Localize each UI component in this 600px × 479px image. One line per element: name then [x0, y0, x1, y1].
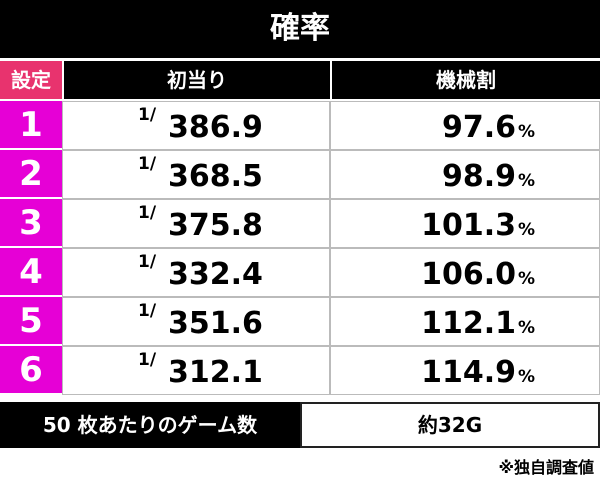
- setting-cell: 3: [0, 199, 62, 248]
- setting-cell: 2: [0, 150, 62, 199]
- payout-unit: %: [518, 171, 536, 191]
- hit-cell: [62, 346, 330, 395]
- header-cell: 設定: [0, 61, 62, 99]
- hit-cell: [62, 150, 330, 199]
- payout-value: 98.9: [441, 159, 516, 194]
- setting-cell: 6: [0, 346, 62, 395]
- hit-cell: [62, 297, 330, 346]
- setting-cell: 4: [0, 248, 62, 297]
- hit-cell: [62, 248, 330, 297]
- payout-unit: %: [518, 220, 536, 240]
- hit-value: 312.1: [168, 355, 263, 390]
- hit-value: 368.5: [168, 159, 263, 194]
- hit-cell: [62, 101, 330, 150]
- payout-unit: %: [518, 367, 536, 387]
- payout-cell: [330, 150, 600, 199]
- hit-value: 386.9: [168, 110, 263, 145]
- hit-fraction: 1/: [138, 252, 157, 272]
- footer-value: 約32G: [300, 402, 600, 448]
- header-cell: 機械割: [332, 61, 600, 99]
- payout-value: 106.0: [421, 257, 516, 292]
- payout-value: 114.9: [421, 355, 516, 390]
- payout-value: 101.3: [421, 208, 516, 243]
- hit-fraction: 1/: [138, 105, 157, 125]
- hit-value: 351.6: [168, 306, 263, 341]
- hit-cell: [62, 199, 330, 248]
- payout-unit: %: [518, 318, 536, 338]
- hit-value: 375.8: [168, 208, 263, 243]
- payout-unit: %: [518, 269, 536, 289]
- payout-cell: [330, 248, 600, 297]
- payout-value: 112.1: [421, 306, 516, 341]
- header-cell: 初当り: [64, 61, 330, 99]
- hit-fraction: 1/: [138, 203, 157, 223]
- payout-value: 97.6: [441, 110, 516, 145]
- title: 確率: [0, 0, 600, 58]
- note: ※独自調査値: [498, 458, 594, 477]
- hit-value: 332.4: [168, 257, 263, 292]
- payout-unit: %: [518, 122, 536, 142]
- payout-cell: [330, 101, 600, 150]
- hit-fraction: 1/: [138, 350, 157, 370]
- hit-fraction: 1/: [138, 154, 157, 174]
- payout-cell: [330, 346, 600, 395]
- footer-label: 50 枚あたりのゲーム数: [0, 402, 300, 448]
- payout-cell: [330, 199, 600, 248]
- setting-cell: 5: [0, 297, 62, 346]
- payout-cell: [330, 297, 600, 346]
- setting-cell: 1: [0, 101, 62, 150]
- hit-fraction: 1/: [138, 301, 157, 321]
